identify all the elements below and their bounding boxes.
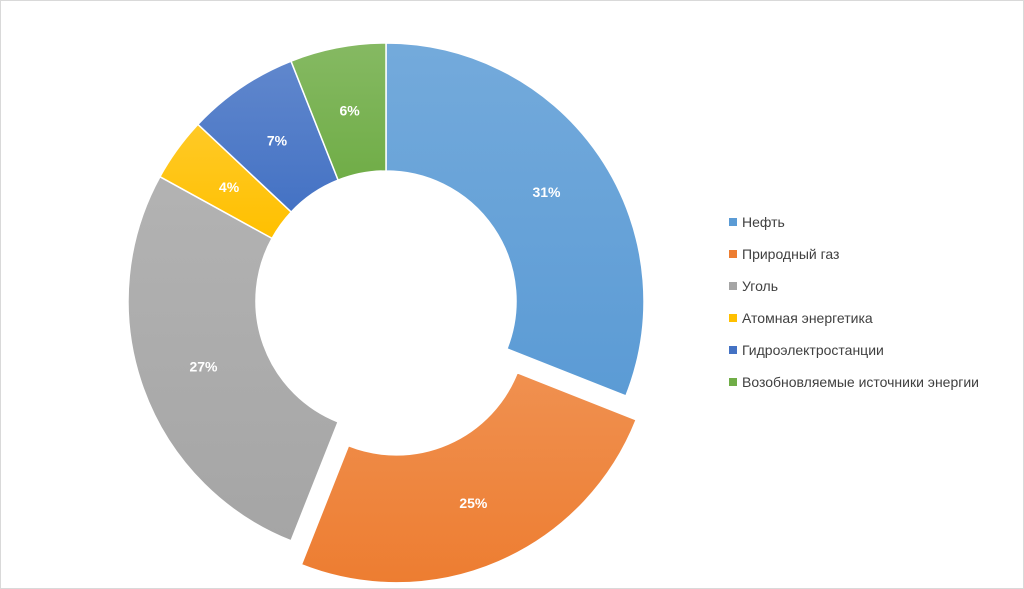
slice-label-oil: 31% (532, 184, 561, 200)
slice-natural-gas (300, 371, 638, 584)
donut-slices (127, 42, 645, 584)
legend-label-hydro: Гидроэлектростанции (742, 342, 884, 358)
legend-item-coal: Уголь (729, 270, 1019, 302)
legend-label-renewables: Возобновляемые источники энергии (742, 374, 979, 390)
legend-label-natural-gas: Природный газ (742, 246, 840, 262)
legend-item-renewables: Возобновляемые источники энергии (729, 366, 1019, 398)
slice-renewables (290, 42, 387, 182)
legend-item-oil: Нефть (729, 206, 1019, 238)
legend-swatch-natural-gas (729, 250, 737, 258)
legend-item-hydro: Гидроэлектростанции (729, 334, 1019, 366)
legend: Нефть Природный газ Уголь Атомная энерге… (729, 206, 1019, 398)
legend-swatch-nuclear (729, 314, 737, 322)
legend-swatch-renewables (729, 378, 737, 386)
slice-label-coal: 27% (189, 359, 218, 375)
legend-item-nuclear: Атомная энергетика (729, 302, 1019, 334)
legend-label-coal: Уголь (742, 278, 779, 294)
legend-swatch-hydro (729, 346, 737, 354)
slice-labels: 31% 25% 27% 4% 7% 6% (189, 102, 561, 510)
legend-swatch-oil (729, 218, 737, 226)
slice-label-hydro: 7% (267, 133, 288, 149)
legend-swatch-coal (729, 282, 737, 290)
legend-label-oil: Нефть (742, 214, 785, 230)
legend-label-nuclear: Атомная энергетика (742, 310, 873, 326)
slice-label-nuclear: 4% (219, 179, 240, 195)
slice-oil (385, 42, 645, 397)
legend-item-natural-gas: Природный газ (729, 238, 1019, 270)
slice-coal (127, 175, 340, 542)
slice-label-renewables: 6% (340, 102, 361, 118)
slice-label-natural-gas: 25% (459, 495, 488, 511)
